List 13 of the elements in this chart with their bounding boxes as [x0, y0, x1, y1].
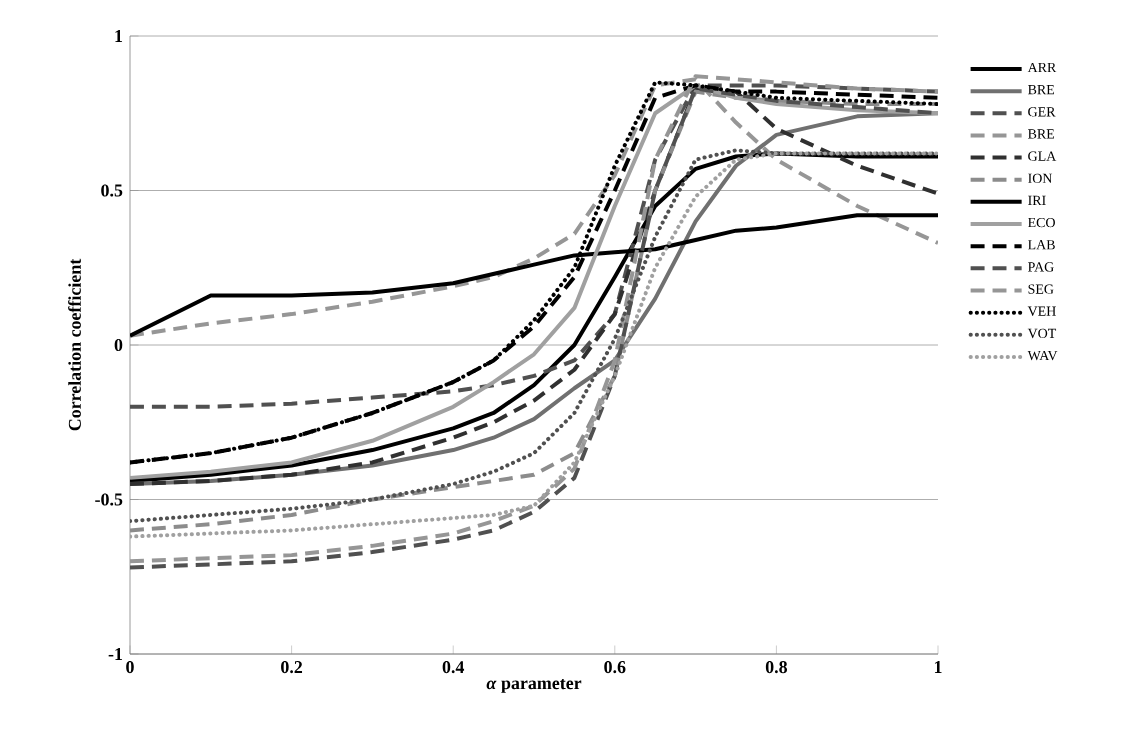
x-axis-title: α parameter [486, 678, 582, 693]
y-tick-label: -0.5 [95, 493, 123, 506]
x-tick-label: 1 [934, 661, 942, 673]
x-tick-label: 0.6 [604, 661, 626, 674]
x-tick-label: 0.8 [765, 661, 788, 674]
x-tick-label: 0 [126, 661, 134, 674]
x-tick-label: 0.2 [281, 661, 303, 674]
y-tick-label: 1 [115, 30, 123, 42]
y-tick-label: 0.5 [101, 184, 123, 197]
y-axis-title: Correlation coefficient [68, 258, 81, 431]
x-tick-label: 0.4 [442, 661, 465, 674]
y-tick-label: 0 [114, 338, 123, 352]
y-tick-label: -1 [108, 648, 123, 660]
